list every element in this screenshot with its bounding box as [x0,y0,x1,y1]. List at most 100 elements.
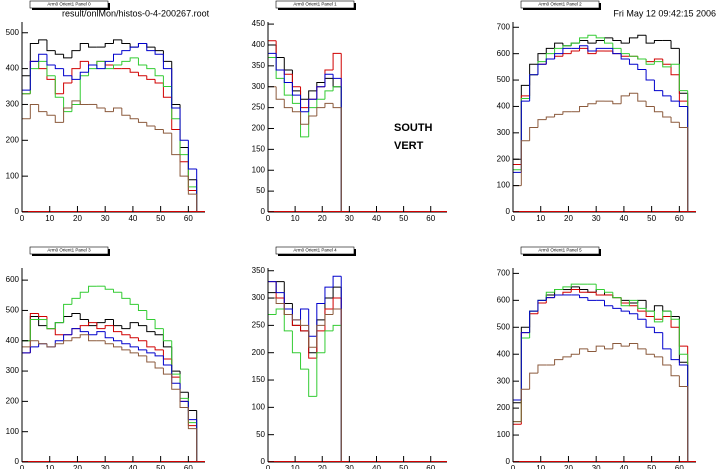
histogram-bin [129,46,139,51]
x-tick-label: 50 [399,464,408,469]
histogram-bin [604,37,613,44]
histogram-bin [653,305,663,312]
histogram-bin [308,325,317,348]
y-tick-label: 100 [252,402,266,411]
histogram-bin [79,43,89,51]
histogram-bin [137,43,147,48]
histogram-bin [300,352,309,370]
y-tick-label: 0 [15,207,20,216]
histogram-bin [604,346,613,350]
histogram-bin [612,342,622,349]
histogram-bin [88,285,97,293]
y-tick-label: 500 [6,28,20,37]
histogram-bin [628,37,638,44]
x-tick-label: 60 [675,214,684,223]
histogram-bin [88,334,97,342]
histogram-bin [529,127,538,141]
y-tick-label: 250 [252,320,266,329]
x-tick-label: 30 [592,214,601,223]
histogram-bin [79,313,89,321]
histogram-bin [300,325,309,332]
histogram-bin [54,343,64,347]
histogram-bin [537,364,547,374]
histogram-bin [121,325,131,330]
y-tick-label: 500 [497,75,511,84]
panel-title: Arm0 Orient1 Panel 4 [293,248,337,253]
x-tick-label: 40 [372,214,381,223]
histogram-bin [71,297,81,305]
histogram-bin [332,275,342,288]
histogram-bin [291,82,301,96]
histogram-bin [154,50,164,55]
histogram-bin [324,286,334,304]
histogram-bin [628,342,638,347]
histogram-bin [146,355,156,363]
x-tick-label: 30 [101,464,110,469]
histogram-bin [332,74,342,79]
title-box [520,0,600,9]
histogram-bin [670,311,680,320]
histogram-bin [520,140,530,186]
histogram-bin [121,60,131,66]
y-tick-label: 200 [497,403,511,412]
histogram-bin [620,53,630,60]
histogram-bin [113,39,122,44]
histogram-bin [595,100,605,104]
histogram-bin [129,68,139,73]
x-tick-label: 0 [20,214,25,223]
x-tick-label: 40 [619,214,628,223]
histogram-bin [291,95,301,104]
histogram-bin [562,45,572,49]
histogram-bin [645,308,655,312]
histogram-bin [79,328,89,333]
histogram-bin [46,111,56,116]
histogram-bin [537,119,547,128]
histogram-bin [595,39,605,44]
histogram-bin [332,86,342,91]
histogram-bin [595,47,605,52]
histogram-bin [562,356,572,360]
x-tick-label: 10 [536,214,545,223]
histogram-bin [46,343,56,348]
y-tick-label: 0 [15,457,20,466]
histogram-bin [283,308,293,332]
histogram-bin [146,349,156,354]
y-tick-label: 500 [497,322,511,331]
histogram-bin [662,356,672,366]
histogram-bin [324,73,334,87]
histogram-bin [324,102,334,108]
histogram-bin [154,47,164,52]
histogram-bin [54,65,64,70]
histogram-bin [620,40,630,44]
histogram-bin [520,332,530,401]
histogram-bin [154,352,164,357]
histogram-bin [46,54,56,66]
histogram-bin [162,355,172,366]
histogram-bin [29,103,39,119]
histogram-bin [113,343,122,348]
y-tick-label: 700 [497,268,511,277]
histogram-bin [545,116,555,120]
histogram-bin [38,53,47,62]
histogram-bin [104,43,114,48]
histogram-bin [187,176,197,195]
histogram-bin [96,104,106,109]
x-tick-label: 60 [426,214,435,223]
histogram-bin [121,108,131,116]
histogram-bin [678,122,688,129]
histogram-bin [562,47,572,54]
histogram-bin [146,340,156,348]
histogram-bin [71,337,81,341]
x-tick-label: 60 [184,464,193,469]
histogram-bin [54,115,64,123]
y-tick-label: 600 [6,275,20,284]
histogram-bin [637,93,647,102]
histogram-bin [587,297,597,301]
histogram-bin [670,365,680,377]
histogram-bin [88,319,97,327]
histogram-bin [587,348,597,353]
histogram-bin [537,53,547,65]
histogram-bin [71,50,81,58]
x-tick-label: 20 [564,464,573,469]
histogram-bin [670,95,680,102]
